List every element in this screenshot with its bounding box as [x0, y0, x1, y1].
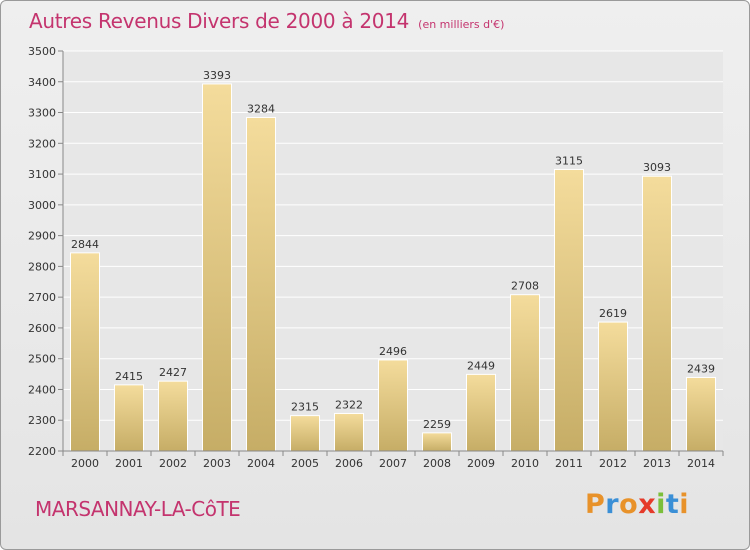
x-tick-label-2013: 2013 [643, 457, 671, 470]
x-tick-label-2004: 2004 [247, 457, 275, 470]
value-label-2004: 3284 [247, 102, 275, 115]
x-tick-label-2007: 2007 [379, 457, 407, 470]
bar-2009 [466, 373, 496, 452]
value-label-2014: 2439 [687, 362, 715, 375]
city-name: MARSANNAY-LA-CôTE [35, 497, 241, 521]
logo-letter: r [605, 489, 620, 520]
bar-2011 [554, 168, 584, 452]
x-tick-label-2012: 2012 [599, 457, 627, 470]
logo-letter: P [585, 489, 606, 520]
y-tick-label: 3500 [28, 45, 56, 58]
value-label-2001: 2415 [115, 370, 143, 383]
value-label-2002: 2427 [159, 366, 187, 379]
value-label-2000: 2844 [71, 238, 99, 251]
proxiti-logo[interactable]: Proxiti [585, 489, 689, 520]
x-tick-label-2011: 2011 [555, 457, 583, 470]
y-tick-label: 2300 [28, 414, 56, 427]
y-tick-label: 3400 [28, 76, 56, 89]
bar-2004 [246, 116, 276, 452]
y-tick-label: 2700 [28, 291, 56, 304]
x-tick-label-2006: 2006 [335, 457, 363, 470]
logo-letter: i [679, 489, 690, 520]
value-label-2003: 3393 [203, 69, 231, 82]
chart-unit: (en milliers d'€) [418, 18, 505, 31]
chart-title: Autres Revenus Divers de 2000 à 2014 [29, 9, 410, 33]
y-tick-label: 2500 [28, 353, 56, 366]
x-tick-label-2000: 2000 [71, 457, 99, 470]
value-label-2010: 2708 [511, 280, 539, 293]
x-tick-label-2002: 2002 [159, 457, 187, 470]
bar-2003 [202, 83, 232, 452]
y-tick-label: 3200 [28, 137, 56, 150]
logo-letter: i [656, 489, 666, 520]
y-tick-label: 2400 [28, 383, 56, 396]
y-tick-label: 3300 [28, 107, 56, 120]
bar-2010 [510, 294, 540, 452]
bar-2002 [158, 380, 188, 452]
bar-2013 [642, 175, 672, 452]
x-tick-label-2005: 2005 [291, 457, 319, 470]
axis-layer: 2200 2300 2400 2500 2600 2700 2800 2900 3000 3100… [28, 45, 724, 470]
x-tick-label-2001: 2001 [115, 457, 143, 470]
y-tick-label: 2900 [28, 230, 56, 243]
title-block: Autres Revenus Divers de 2000 à 2014 (en… [29, 9, 504, 33]
bar-2005 [290, 415, 320, 452]
bar-2008 [422, 432, 452, 452]
logo-letter: t [665, 489, 680, 520]
x-tick-label-2003: 2003 [203, 457, 231, 470]
value-label-2005: 2315 [291, 401, 319, 414]
bar-2006 [334, 412, 364, 452]
value-label-2013: 3093 [643, 161, 671, 174]
value-label-2012: 2619 [599, 307, 627, 320]
y-tick-label: 3100 [28, 168, 56, 181]
logo-letter: x [638, 489, 657, 520]
x-tick-label-2008: 2008 [423, 457, 451, 470]
x-tick-label-2014: 2014 [687, 457, 715, 470]
value-label-2009: 2449 [467, 359, 495, 372]
x-tick-label-2010: 2010 [511, 457, 539, 470]
x-tick-label-2009: 2009 [467, 457, 495, 470]
bar-2012 [598, 321, 628, 452]
bar-layer: 2844 2415 2427 3393 3284 2315 2322 2496 2259 2449… [70, 69, 716, 452]
logo-letter: o [619, 489, 639, 520]
y-tick-label: 2600 [28, 322, 56, 335]
y-tick-label: 2800 [28, 260, 56, 273]
y-tick-label: 3000 [28, 199, 56, 212]
bar-2000 [70, 252, 100, 452]
bar-2001 [114, 384, 144, 452]
bar-2014 [686, 376, 716, 452]
y-tick-label: 2200 [28, 445, 56, 458]
value-label-2006: 2322 [335, 398, 363, 411]
value-label-2007: 2496 [379, 345, 407, 358]
bar-2007 [378, 359, 408, 452]
value-label-2011: 3115 [555, 154, 583, 167]
value-label-2008: 2259 [423, 418, 451, 431]
